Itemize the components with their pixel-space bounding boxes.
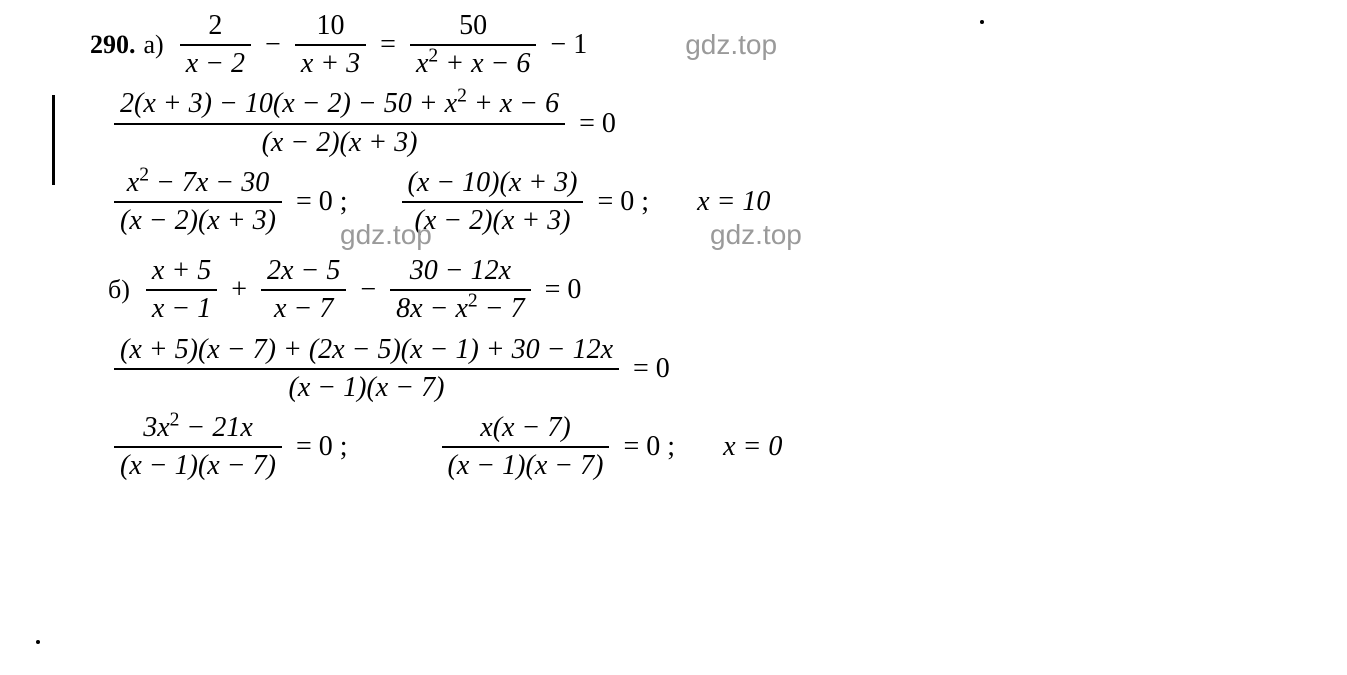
numerator: (x − 10)(x + 3) [402,167,584,199]
numerator: (x + 5)(x − 7) + (2x − 5)(x − 1) + 30 − … [114,334,619,366]
row-b-1: б) x + 5 x − 1 + 2x − 5 x − 7 − 30 − 12x… [90,255,1347,325]
fraction: x2 − 7x − 30 (x − 2)(x + 3) [114,167,282,237]
page: 290. а) 2 x − 2 − 10 x + 3 = 50 x2 + x −… [0,0,1347,675]
rhs: = 0 ; [623,431,675,463]
denominator: (x − 1)(x − 7) [114,450,282,482]
fraction: 2x − 5 x − 7 [261,255,346,325]
equals-sign: = [380,29,396,61]
fraction: 50 x2 + x − 6 [410,10,536,80]
watermark: gdz.top [710,219,802,251]
fraction: 3x2 − 21x (x − 1)(x − 7) [114,412,282,482]
denominator: x2 + x − 6 [410,48,536,80]
row-a-1: 290. а) 2 x − 2 − 10 x + 3 = 50 x2 + x −… [90,10,1347,80]
eq-b-3b: x(x − 7) (x − 1)(x − 7) = 0 ; [436,412,684,482]
watermark: gdz.top [685,29,777,61]
stray-dot [980,20,984,24]
fraction: (x + 5)(x − 7) + (2x − 5)(x − 1) + 30 − … [114,334,619,404]
solution-text: x = 10 [697,186,770,218]
numerator: 3x2 − 21x [137,412,259,444]
solution-text: x = 0 [723,431,782,463]
eq-b-2: (x + 5)(x − 7) + (2x − 5)(x − 1) + 30 − … [108,334,678,404]
margin-rule [52,95,55,185]
fraction: 10 x + 3 [295,10,366,80]
denominator: x + 3 [295,48,366,80]
numerator: 2 [202,10,228,42]
denominator: (x − 2)(x + 3) [114,205,282,237]
watermark: gdz.top [340,219,432,251]
problem-number: 290. [90,30,136,60]
row-a-3: x2 − 7x − 30 (x − 2)(x + 3) = 0 ; (x − 1… [90,167,1347,237]
rhs: = 0 ; [597,186,649,218]
denominator: x − 1 [146,293,217,325]
rhs: = 0 ; [296,431,348,463]
numerator: x + 5 [146,255,217,287]
rhs: = 0 [545,274,582,306]
eq-a-1: 2 x − 2 − 10 x + 3 = 50 x2 + x − 6 − 1 [174,10,596,80]
fraction: 30 − 12x 8x − x2 − 7 [390,255,530,325]
numerator: 50 [453,10,493,42]
row-b-2: (x + 5)(x − 7) + (2x − 5)(x − 1) + 30 − … [90,334,1347,404]
rhs: = 0 ; [296,186,348,218]
eq-a-3a: x2 − 7x − 30 (x − 2)(x + 3) = 0 ; [108,167,356,237]
denominator: (x − 1)(x − 7) [283,372,451,404]
eq-a-2: 2(x + 3) − 10(x − 2) − 50 + x2 + x − 6 (… [108,88,624,158]
row-b-3: 3x2 − 21x (x − 1)(x − 7) = 0 ; x(x − 7) … [90,412,1347,482]
solution-b: x = 0 [723,431,782,463]
minus-sign: − [360,274,376,306]
eq-b-3a: 3x2 − 21x (x − 1)(x − 7) = 0 ; [108,412,356,482]
plus-sign: + [231,274,247,306]
fraction: 2(x + 3) − 10(x − 2) − 50 + x2 + x − 6 (… [114,88,565,158]
tail-text: − 1 [550,29,587,61]
numerator: 2(x + 3) − 10(x − 2) − 50 + x2 + x − 6 [114,88,565,120]
denominator: 8x − x2 − 7 [390,293,530,325]
minus-sign: − [265,29,281,61]
fraction: 2 x − 2 [180,10,251,80]
fraction: x(x − 7) (x − 1)(x − 7) [442,412,610,482]
stray-dot [36,640,40,644]
rhs: = 0 [579,108,616,140]
fraction: x + 5 x − 1 [146,255,217,325]
denominator: x − 2 [180,48,251,80]
solution-a: x = 10 [697,186,770,218]
row-a-2: 2(x + 3) − 10(x − 2) − 50 + x2 + x − 6 (… [90,88,1347,158]
denominator: (x − 1)(x − 7) [442,450,610,482]
denominator: (x − 2)(x + 3) [409,205,577,237]
numerator: x2 − 7x − 30 [121,167,275,199]
eq-b-1: x + 5 x − 1 + 2x − 5 x − 7 − 30 − 12x 8x… [140,255,590,325]
part-b-label: б) [108,275,130,305]
denominator: x − 7 [268,293,339,325]
numerator: 2x − 5 [261,255,346,287]
numerator: x(x − 7) [474,412,576,444]
part-a-label: а) [144,30,164,60]
rhs: = 0 [633,353,670,385]
denominator: (x − 2)(x + 3) [256,127,424,159]
eq-a-3b: (x − 10)(x + 3) (x − 2)(x + 3) = 0 ; [396,167,658,237]
numerator: 10 [310,10,350,42]
numerator: 30 − 12x [404,255,517,287]
